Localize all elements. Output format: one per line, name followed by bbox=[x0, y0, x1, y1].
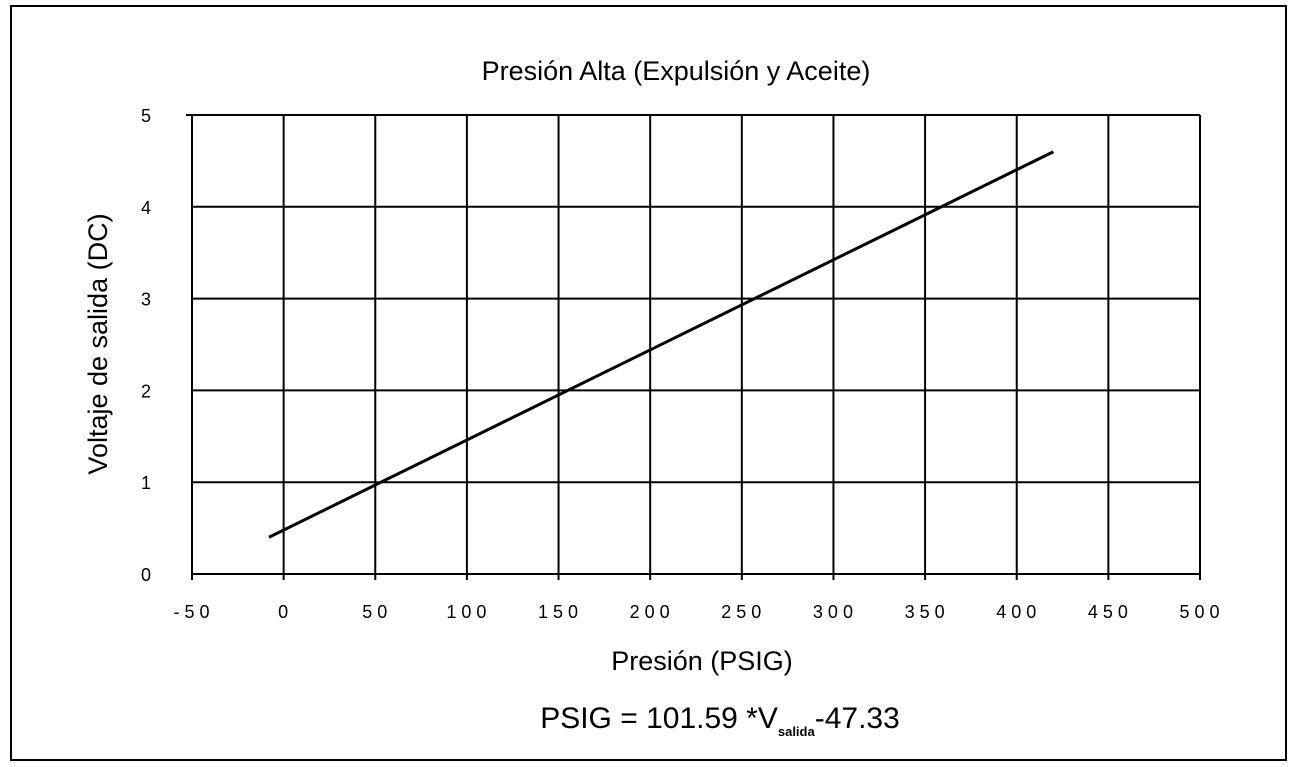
x-axis-ticks: -50 0 50 100 150 200 250 300 350 400 450 500 bbox=[173, 574, 1224, 622]
formula-prefix: PSIG = 101.59 *V bbox=[540, 702, 778, 735]
x-tick-label: 450 bbox=[1088, 602, 1133, 622]
x-tick-label: 300 bbox=[813, 602, 858, 622]
x-tick-label: 100 bbox=[446, 602, 491, 622]
x-tick-label: 500 bbox=[1179, 602, 1224, 622]
x-tick-label: 150 bbox=[538, 602, 583, 622]
chart-frame bbox=[10, 5, 1287, 761]
y-tick-label: 3 bbox=[141, 290, 151, 310]
y-tick-label: 5 bbox=[141, 106, 151, 126]
formula-suffix: -47.33 bbox=[815, 702, 900, 735]
y-tick-label: 2 bbox=[141, 381, 151, 401]
x-tick-label: -50 bbox=[173, 602, 214, 622]
x-tick-label: 250 bbox=[721, 602, 766, 622]
x-tick-label: 50 bbox=[362, 602, 392, 622]
y-axis-ticks: 0 1 2 3 4 5 bbox=[141, 106, 151, 585]
x-tick-label: 400 bbox=[996, 602, 1041, 622]
chart-title: Presión Alta (Expulsión y Aceite) bbox=[482, 56, 871, 86]
plot-grid bbox=[186, 114, 1201, 575]
y-tick-label: 1 bbox=[141, 473, 151, 493]
x-tick-label: 200 bbox=[630, 602, 675, 622]
x-tick-label: 350 bbox=[905, 602, 950, 622]
series-line bbox=[268, 150, 1055, 539]
x-tick-label: 0 bbox=[278, 602, 293, 622]
y-axis-title: Voltaje de salida (DC) bbox=[83, 213, 113, 474]
y-tick-label: 0 bbox=[141, 565, 151, 585]
x-axis-title: Presión (PSIG) bbox=[611, 646, 793, 676]
data-series bbox=[268, 150, 1055, 539]
formula-annotation: PSIG = 101.59 *Vsalida-47.33 bbox=[540, 702, 900, 739]
formula-subscript: salida bbox=[778, 724, 816, 739]
y-tick-label: 4 bbox=[141, 198, 151, 218]
